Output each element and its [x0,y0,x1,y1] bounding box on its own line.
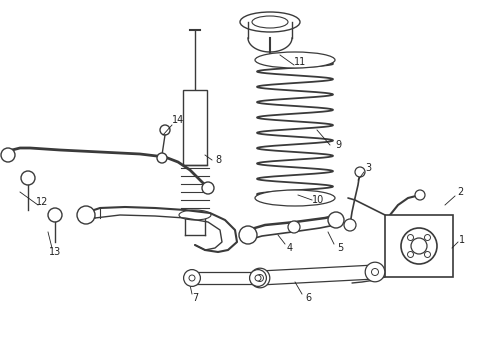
Text: 4: 4 [287,243,293,253]
Text: 2: 2 [457,187,463,197]
Circle shape [77,206,95,224]
Text: 13: 13 [49,247,61,257]
Text: 9: 9 [335,140,341,150]
Polygon shape [192,272,258,284]
Circle shape [401,228,437,264]
Circle shape [202,182,214,194]
Ellipse shape [255,190,335,206]
Bar [183,90,207,165]
Circle shape [424,252,431,257]
Text: 7: 7 [192,293,198,303]
Text: 6: 6 [305,293,311,303]
Circle shape [355,167,365,177]
Text: 8: 8 [215,155,221,165]
Circle shape [256,275,264,282]
Circle shape [184,270,200,287]
Circle shape [189,275,195,281]
Circle shape [424,234,431,240]
Text: 5: 5 [337,243,343,253]
Circle shape [344,219,356,231]
Ellipse shape [240,12,300,32]
Circle shape [411,238,427,254]
Circle shape [288,221,300,233]
Circle shape [21,171,35,185]
Circle shape [249,270,267,287]
Circle shape [328,212,344,228]
Bar [385,215,453,277]
Ellipse shape [179,210,211,220]
Ellipse shape [255,52,335,68]
Text: 3: 3 [365,163,371,173]
Circle shape [371,269,378,275]
Ellipse shape [252,16,288,28]
Circle shape [157,153,167,163]
Circle shape [365,262,385,282]
Text: 12: 12 [36,197,48,207]
Text: 11: 11 [294,57,306,67]
Circle shape [415,190,425,200]
Circle shape [239,226,257,244]
Circle shape [394,236,406,248]
Circle shape [408,252,414,257]
Text: 1: 1 [459,235,465,245]
Circle shape [1,148,15,162]
Circle shape [250,268,270,288]
Circle shape [408,234,414,240]
Circle shape [255,275,261,281]
Polygon shape [260,265,375,285]
Circle shape [160,125,170,135]
Text: 10: 10 [312,195,324,205]
Text: 14: 14 [172,115,184,125]
Circle shape [48,208,62,222]
